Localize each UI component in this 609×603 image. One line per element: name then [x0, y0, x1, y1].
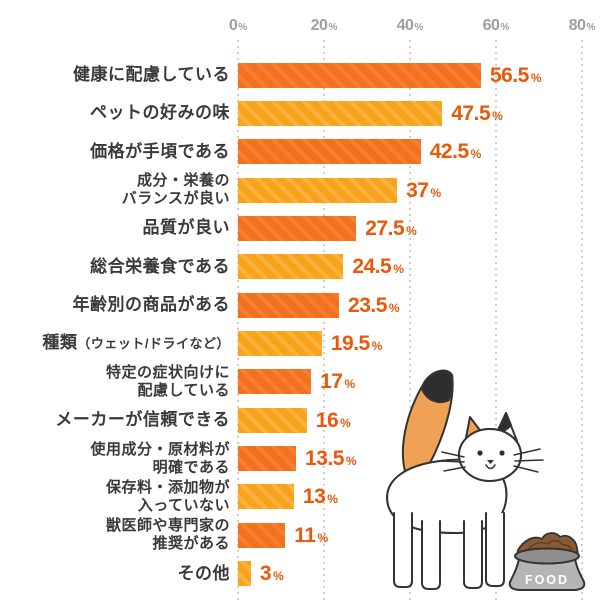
category-label: 種類（ウェット/ドライなど） — [42, 333, 230, 353]
bar — [238, 254, 344, 280]
cat-eye-icon — [499, 450, 505, 456]
x-axis-tick-label: 80% — [568, 17, 596, 34]
bar-row: 価格が手頃である 42.5% — [0, 139, 609, 165]
x-axis-tick-label: 20% — [310, 17, 338, 34]
bar-row: 総合栄養食である 24.5% — [0, 254, 609, 280]
value-label: 23.5% — [348, 293, 400, 317]
category-label: 品質が良い — [142, 218, 230, 238]
bowl-label: FOOD — [525, 573, 569, 587]
category-label: 健康に配慮している — [73, 64, 230, 84]
bar — [238, 100, 443, 126]
bar — [238, 484, 294, 510]
value-label: 37% — [406, 178, 442, 202]
x-axis-tick-label: 0% — [228, 17, 248, 34]
category-label: 保存料・添加物が 入っていない — [105, 478, 230, 514]
gridline — [409, 40, 411, 603]
category-label: メーカーが信頼できる — [55, 409, 230, 429]
bar — [238, 369, 312, 395]
food-bowl-icon: FOOD — [508, 532, 586, 591]
cat-body-icon — [386, 458, 508, 590]
bar — [238, 407, 307, 433]
gridline — [495, 40, 497, 603]
cat-and-bowl-illustration: FOOD — [386, 369, 586, 591]
bar-row: メーカーが信頼できる 16% — [0, 407, 609, 433]
value-label: 13.5% — [305, 447, 357, 470]
bar-row: 健康に配慮している 56.5% — [0, 62, 609, 88]
value-label: 19.5% — [330, 331, 383, 355]
bar — [238, 522, 286, 548]
gridline — [323, 40, 325, 603]
bar — [238, 446, 296, 471]
bar-row: 品質が良い 27.5% — [0, 215, 609, 241]
value-label: 47.5% — [451, 101, 503, 125]
value-label: 56.5% — [489, 63, 542, 87]
bar — [238, 177, 398, 203]
value-label: 17% — [320, 370, 356, 394]
gridline — [581, 40, 583, 603]
category-label: ペットの好みの味 — [90, 103, 230, 123]
value-label: 11% — [294, 523, 329, 547]
bar-row: 年齢別の商品がある 23.5% — [0, 292, 609, 318]
bar-row: 成分・栄養の バランスが良い 37% — [0, 172, 609, 207]
value-label: 13% — [302, 485, 338, 509]
category-label: 獣医師や専門家の 推奨がある — [105, 517, 230, 553]
category-label: その他 — [177, 563, 230, 583]
bar-row: 特定の症状向けに 配慮している 17% — [0, 364, 609, 399]
gridline — [237, 40, 239, 603]
category-label: 年齢別の商品がある — [72, 294, 230, 314]
value-label: 27.5% — [365, 216, 417, 240]
bar — [238, 215, 357, 241]
cat-whiskers-icon — [440, 448, 544, 473]
bar-row: 保存料・添加物が 入っていない 13% — [0, 479, 609, 514]
cat-mouth-icon — [485, 464, 496, 470]
value-label: 16% — [315, 408, 351, 432]
bar-row: 獣医師や専門家の 推奨がある 11% — [0, 517, 609, 552]
cat-eye-icon — [477, 450, 483, 456]
category-label: 特定の症状向けに 配慮している — [105, 363, 230, 399]
value-label: 42.5% — [429, 140, 482, 164]
value-label: 3% — [259, 562, 284, 586]
bar — [238, 292, 339, 318]
x-axis-tick-label: 40% — [396, 17, 424, 34]
bar-row: 種類（ウェット/ドライなど） 19.5% — [0, 330, 609, 356]
bar — [238, 561, 251, 587]
category-label: 総合栄養食である — [90, 256, 230, 276]
bar — [238, 62, 481, 88]
bar-row: ペットの好みの味 47.5% — [0, 100, 609, 126]
category-label: 成分・栄養の バランスが良い — [121, 172, 230, 208]
bar — [238, 139, 421, 165]
bar — [238, 330, 322, 356]
category-label: 使用成分・原材料が 明確である — [90, 440, 230, 476]
x-axis-tick-label: 60% — [482, 17, 510, 34]
bar-row: 使用成分・原材料が 明確である 13.5% — [0, 441, 609, 476]
category-label: 価格が手頃である — [90, 141, 230, 161]
cat-head-icon — [440, 412, 544, 482]
cat-nose-icon — [487, 460, 494, 464]
value-label: 24.5% — [352, 255, 404, 279]
bar-row: その他 3% — [0, 561, 609, 587]
